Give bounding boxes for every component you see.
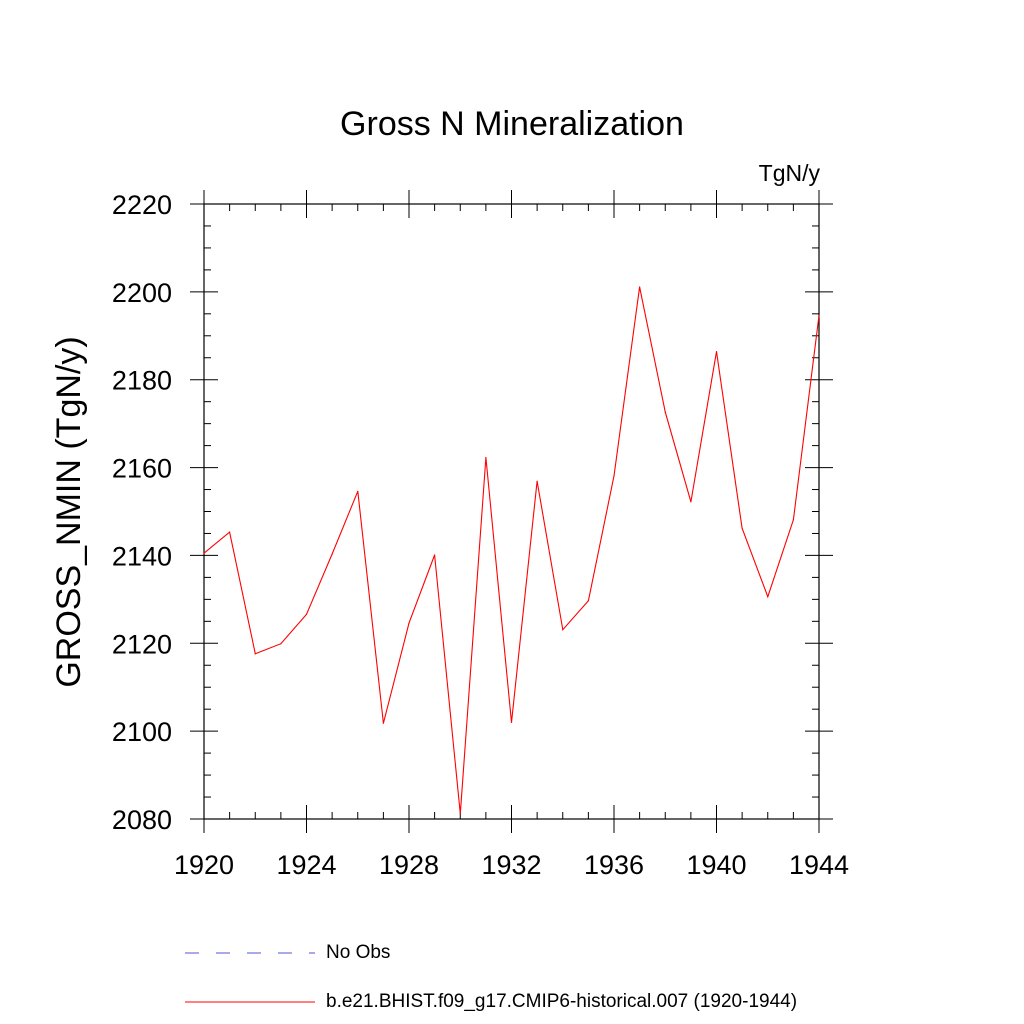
y-tick-label: 2180 [112, 366, 172, 396]
data-point [613, 475, 615, 477]
x-tick-label: 1928 [379, 850, 439, 880]
legend-label-no-obs: No Obs [326, 942, 391, 963]
data-point [536, 480, 538, 482]
data-point [767, 596, 769, 598]
data-point [280, 643, 282, 645]
data-point [331, 553, 333, 555]
y-tick-label: 2140 [112, 541, 172, 571]
legend [185, 952, 315, 1003]
y-tick-label: 2200 [112, 278, 172, 308]
y-tick-label: 2220 [112, 190, 172, 220]
data-point [382, 722, 384, 724]
data-point [690, 501, 692, 503]
x-tick-label: 1924 [276, 850, 336, 880]
x-tick-label: 1944 [789, 850, 849, 880]
data-point [305, 613, 308, 615]
data-point [254, 653, 256, 655]
y-tick-label: 2160 [112, 454, 172, 484]
y-tick-label: 2100 [112, 717, 172, 747]
data-point [408, 622, 410, 624]
series-line [203, 286, 820, 814]
data-point [434, 554, 436, 556]
data-point [818, 314, 820, 317]
major-ticks [190, 190, 833, 833]
tick-labels: 1920 1924 1928 1932 1936 1940 1944 2080 2100 2120… [112, 190, 849, 880]
y-axis-label: GROSS_NMIN (TgN/y) [50, 336, 88, 687]
units-label: TgN/y [759, 160, 821, 186]
data-point [459, 813, 461, 815]
x-tick-label: 1920 [174, 850, 234, 880]
legend-label-historical: b.e21.BHIST.f09_g17.CMIP6-historical.007… [326, 991, 798, 1012]
plot-frame [203, 203, 820, 820]
data-point [357, 490, 359, 492]
y-tick-label: 2120 [112, 629, 172, 659]
minor-ticks [204, 204, 819, 819]
x-tick-label: 1940 [686, 850, 746, 880]
chart-title: Gross N Mineralization [340, 105, 684, 143]
data-point [715, 351, 718, 353]
x-tick-label: 1932 [481, 850, 541, 880]
data-point [664, 411, 666, 413]
data-point [639, 286, 641, 288]
data-point [741, 527, 743, 529]
x-tick-label: 1936 [584, 850, 644, 880]
data-point [485, 456, 487, 459]
series-layer [203, 286, 820, 815]
data-point [229, 531, 231, 533]
data-point [562, 629, 564, 631]
data-point [203, 552, 205, 554]
data-point [792, 519, 794, 521]
data-point [510, 721, 513, 723]
y-tick-label: 2080 [112, 805, 172, 835]
data-point [587, 600, 589, 602]
